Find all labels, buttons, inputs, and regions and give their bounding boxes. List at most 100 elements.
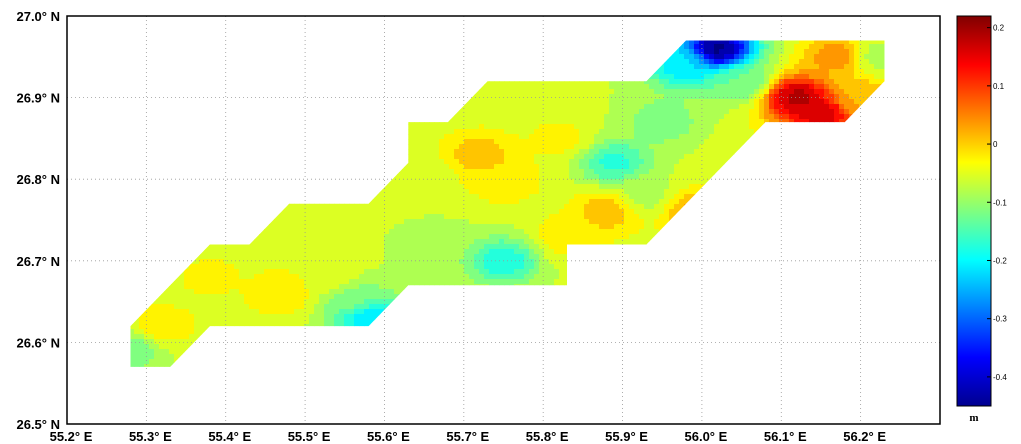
field-cell [419,34,425,40]
field-cell [324,24,330,30]
field-cell [139,339,145,345]
field-cell [124,309,130,315]
field-cell [134,29,140,35]
field-cell [289,199,295,205]
field-cell [274,204,280,210]
field-cell [254,239,260,245]
field-cell [204,329,210,335]
field-cell [244,379,250,385]
field-cell [329,289,335,295]
field-cell [319,79,325,85]
field-cell [429,269,435,275]
field-cell [279,359,285,365]
field-cell [329,69,335,75]
field-cell [444,374,450,380]
field-cell [269,134,275,140]
field-cell [454,299,460,305]
field-cell [164,354,170,360]
field-cell [214,124,220,130]
field-cell [374,40,380,45]
field-cell [349,194,355,200]
field-cell [339,169,345,175]
field-cell [319,309,325,315]
field-cell [279,264,285,270]
field-cell [114,49,120,55]
field-cell [169,164,175,170]
field-cell [279,144,285,150]
field-cell [234,94,240,100]
field-cell [309,314,315,320]
field-cell [434,119,440,125]
field-cell [419,164,425,170]
field-cell [404,279,410,285]
field-cell [419,379,425,385]
field-cell [344,84,350,90]
field-cell [409,149,415,155]
field-cell [134,94,140,100]
field-cell [274,44,280,50]
field-cell [269,40,275,45]
field-cell [349,59,355,65]
field-cell [339,279,345,285]
field-cell [134,169,140,175]
field-cell [269,174,275,180]
field-cell [289,69,295,75]
field-cell [174,324,180,330]
field-cell [454,349,460,355]
field-cell [309,369,315,375]
field-cell [379,49,385,55]
field-cell [154,274,160,280]
field-cell [404,84,410,90]
field-cell [449,114,455,120]
field-cell [319,34,325,40]
field-cell [434,174,440,180]
field-cell [224,214,230,220]
field-cell [209,189,215,195]
field-cell [364,84,370,90]
field-cell [274,89,280,95]
field-cell [334,209,340,215]
field-cell [389,119,395,125]
field-cell [179,174,185,180]
field-cell [384,49,390,55]
field-cell [414,299,420,305]
field-cell [119,374,125,380]
field-cell [154,329,160,335]
field-cell [419,139,425,145]
field-cell [384,129,390,135]
field-cell [349,169,355,175]
field-cell [269,104,275,110]
field-cell [379,369,385,375]
field-cell [419,189,425,195]
field-cell [214,329,220,335]
field-cell [424,349,430,355]
field-cell [439,129,445,135]
field-cell [269,79,275,85]
field-cell [339,379,345,385]
field-cell [279,84,285,90]
field-cell [249,184,255,190]
field-cell [369,194,375,200]
field-cell [379,99,385,105]
field-cell [139,24,145,30]
field-cell [419,344,425,350]
field-cell [169,74,175,80]
field-cell [454,304,460,310]
field-cell [419,134,425,140]
field-cell [414,374,420,380]
field-cell [434,289,440,295]
field-cell [354,109,360,115]
field-cell [339,79,345,85]
field-cell [419,99,425,105]
field-cell [389,109,395,115]
field-cell [349,49,355,55]
field-cell [179,224,185,230]
field-cell [449,294,455,300]
field-cell [359,179,365,185]
field-cell [434,249,440,255]
field-cell [179,289,185,295]
field-cell [284,249,290,255]
field-cell [179,244,185,250]
field-cell [189,129,195,135]
field-cell [379,274,385,280]
